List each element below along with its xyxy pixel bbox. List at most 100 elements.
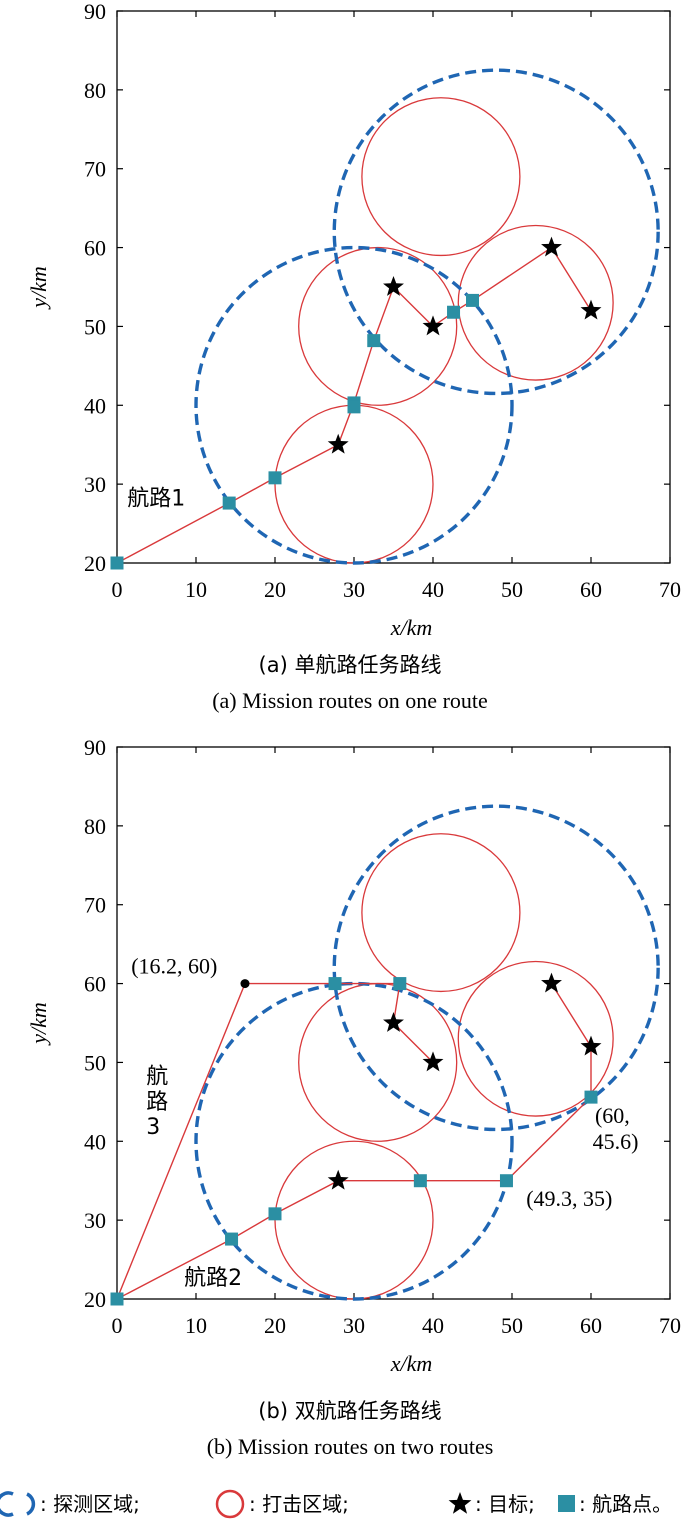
x-tick-label: 60 — [580, 577, 602, 602]
coordinate-label: (49.3, 35) — [526, 1186, 612, 1211]
route-label: 路 — [146, 1090, 168, 1115]
route-label: 航路2 — [184, 1266, 242, 1291]
x-tick-label: 60 — [580, 1313, 602, 1338]
y-tick-label: 70 — [84, 893, 106, 918]
y-tick-label: 30 — [84, 472, 106, 497]
waypoint — [225, 1232, 239, 1246]
waypoint — [447, 305, 461, 319]
y-tick-label: 30 — [84, 1208, 106, 1233]
waypoint — [393, 977, 407, 991]
x-tick-label: 50 — [501, 577, 523, 602]
y-tick-label: 60 — [84, 972, 106, 997]
waypoint — [466, 293, 479, 307]
caption-a-cn: (a) 单航路任务路线 — [258, 653, 442, 677]
strike-area — [457, 224, 614, 381]
waypoint — [367, 334, 381, 348]
route-label: 3 — [146, 1115, 160, 1140]
caption-b-cn: (b) 双航路任务路线 — [258, 1399, 442, 1423]
y-tick-label: 70 — [84, 157, 106, 182]
x-tick-label: 40 — [422, 1313, 444, 1338]
y-axis-label: y/km — [26, 1002, 51, 1046]
detection-area — [332, 68, 660, 396]
waypoint-icon — [558, 1495, 575, 1512]
target-star — [580, 1035, 602, 1056]
legend-item-target: : 目标; — [448, 1492, 535, 1516]
waypoint — [222, 496, 236, 510]
detection-area — [194, 981, 514, 1301]
strike-area — [457, 960, 614, 1117]
x-axis-label: x/km — [390, 1351, 433, 1376]
y-tick-label: 90 — [84, 0, 106, 24]
target-star — [422, 315, 444, 336]
y-tick-label: 50 — [84, 314, 106, 339]
waypoint — [268, 471, 282, 485]
waypoint — [347, 400, 361, 414]
waypoint — [110, 556, 124, 570]
x-tick-label: 10 — [185, 577, 207, 602]
route-label: 航 — [146, 1065, 168, 1090]
y-tick-label: 80 — [84, 78, 106, 103]
y-tick-label: 80 — [84, 814, 106, 839]
y-axis-label: y/km — [26, 266, 51, 310]
target-star — [541, 972, 562, 993]
y-tick-label: 40 — [84, 1129, 106, 1154]
strike-area-icon — [215, 1489, 245, 1519]
x-tick-label: 30 — [343, 577, 365, 602]
coordinate-label: (16.2, 60) — [131, 953, 217, 978]
detection-area-icon-right — [26, 1492, 36, 1516]
strike-area — [361, 97, 521, 257]
legend-item-strike: : 打击区域; — [215, 1489, 349, 1519]
detection-area — [194, 245, 514, 565]
strike-area — [274, 404, 434, 564]
x-tick-label: 30 — [343, 1313, 365, 1338]
waypoint — [413, 1174, 427, 1188]
x-tick-label: 70 — [659, 1313, 681, 1338]
route-line — [116, 246, 592, 564]
legend-label-strike: : 打击区域; — [249, 1492, 349, 1516]
x-tick-label: 50 — [501, 1313, 523, 1338]
plot-frame — [116, 10, 671, 564]
target-star — [580, 299, 602, 320]
y-tick-label: 20 — [84, 551, 106, 576]
waypoint — [328, 977, 342, 991]
y-tick-label: 50 — [84, 1050, 106, 1075]
target-star — [383, 1012, 404, 1032]
strike-area — [361, 833, 521, 993]
caption-a-en: (a) Mission routes on one route — [212, 688, 488, 713]
x-tick-label: 20 — [264, 1313, 286, 1338]
turn-point — [240, 979, 250, 989]
x-tick-label: 70 — [659, 577, 681, 602]
target-star — [327, 1169, 349, 1190]
strike-area — [298, 246, 458, 406]
legend-label-waypoint: : 航路点。 — [579, 1492, 672, 1516]
waypoint — [110, 1292, 124, 1306]
coordinate-label: (60, — [595, 1103, 630, 1128]
detection-area-icon — [0, 1491, 14, 1517]
chart-b: 0 10 20 30 40 50 60 70 20 30 40 50 60 70 80 90 x/km y/km 航… — [26, 736, 681, 1376]
legend-label-detection: : 探测区域; — [40, 1492, 140, 1516]
target-star — [422, 1051, 444, 1072]
y-tick-label: 60 — [84, 236, 106, 261]
caption-b-en: (b) Mission routes on two routes — [206, 1434, 494, 1459]
detection-area — [332, 804, 660, 1132]
target-star — [383, 276, 404, 296]
plot-frame — [116, 746, 671, 1300]
x-tick-label: 20 — [264, 577, 286, 602]
y-tick-label: 40 — [84, 393, 106, 418]
coordinate-label: 45.6) — [593, 1129, 639, 1154]
x-tick-label: 0 — [112, 1313, 123, 1338]
y-tick-label: 20 — [84, 1287, 106, 1312]
strike-area — [274, 1140, 434, 1300]
target-star — [541, 236, 562, 257]
legend: : 探测区域; : 打击区域; : 目标; : 航路点。 — [0, 1489, 672, 1519]
route-line — [116, 982, 434, 1300]
target-star — [327, 433, 349, 454]
waypoint — [584, 1090, 598, 1104]
x-axis-label: x/km — [390, 615, 433, 640]
waypoint — [499, 1174, 513, 1188]
waypoint — [268, 1207, 282, 1221]
x-tick-label: 0 — [112, 577, 123, 602]
y-tick-label: 90 — [84, 736, 106, 760]
x-tick-label: 40 — [422, 577, 444, 602]
route-label: 航路1 — [127, 486, 185, 511]
